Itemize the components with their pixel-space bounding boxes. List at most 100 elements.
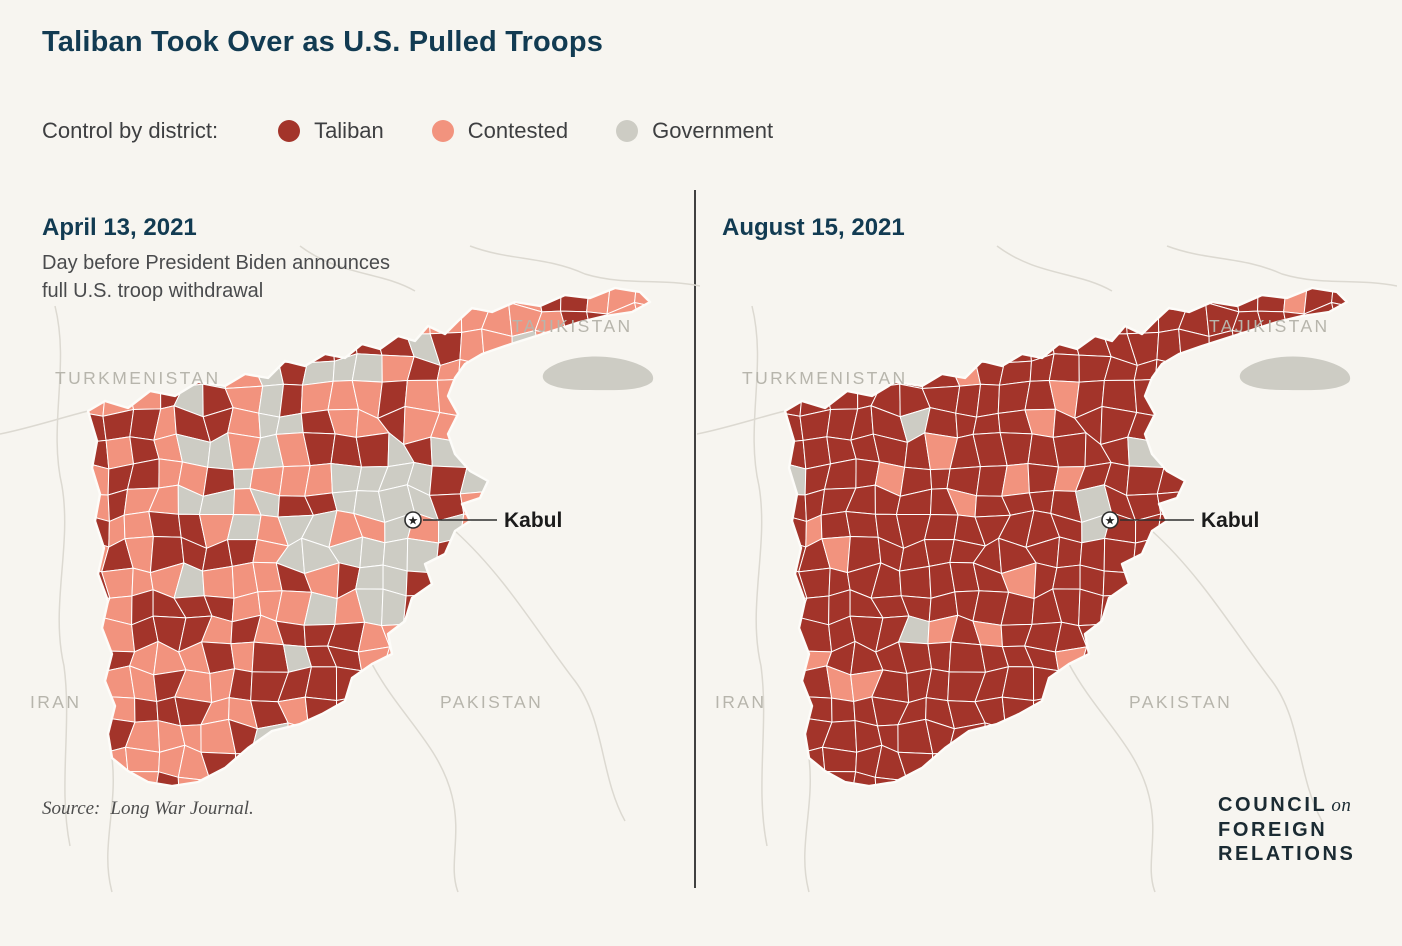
district-cell xyxy=(1103,288,1131,312)
district-cell xyxy=(593,698,620,730)
district-cell xyxy=(486,460,517,492)
district-cell xyxy=(513,380,535,419)
district-cell xyxy=(250,745,288,781)
district-cell xyxy=(533,540,568,575)
kabul-star-circle xyxy=(404,511,422,529)
lake-shape xyxy=(1239,356,1351,391)
legend: Control by district: Taliban Contested G… xyxy=(42,118,821,144)
district-cell xyxy=(434,618,468,652)
district-cell xyxy=(1208,643,1239,678)
district-cell xyxy=(1254,691,1292,729)
district-cell xyxy=(406,720,433,752)
district-cell xyxy=(609,411,641,443)
district-cell xyxy=(153,771,180,786)
district-cell xyxy=(609,484,644,519)
district-cell xyxy=(633,463,650,494)
district-cell xyxy=(591,546,616,573)
district-cell xyxy=(976,288,1010,309)
district-cell xyxy=(379,769,412,786)
district-cell xyxy=(332,772,359,786)
district-cell xyxy=(561,434,585,469)
afghanistan-outline xyxy=(783,286,1349,788)
district-cell xyxy=(1335,381,1347,416)
district-cell xyxy=(1339,328,1347,360)
district-cell xyxy=(104,332,132,364)
district-cell xyxy=(1288,546,1313,573)
district-cell xyxy=(636,441,650,471)
government-color-swatch xyxy=(616,120,639,142)
district-cell xyxy=(1156,513,1186,549)
legend-item-government: Government xyxy=(616,118,773,144)
district-cell xyxy=(301,717,337,752)
district-cell xyxy=(1230,540,1265,575)
district-cell xyxy=(377,717,411,746)
district-cell xyxy=(1176,411,1213,438)
district-cell xyxy=(459,513,489,549)
border-line xyxy=(751,305,768,847)
district-cell xyxy=(1333,410,1347,443)
district-cell xyxy=(198,336,232,359)
panel-divider xyxy=(694,190,696,888)
district-cell xyxy=(1280,614,1312,653)
district-cell xyxy=(590,563,616,600)
district-cell xyxy=(1152,588,1190,627)
district-cell xyxy=(972,412,1001,435)
district-cell xyxy=(542,460,563,492)
district-cell xyxy=(1049,696,1087,730)
district-cell xyxy=(1030,717,1054,749)
district-cell xyxy=(607,567,644,600)
page-title: Taliban Took Over as U.S. Pulled Troops xyxy=(42,26,604,58)
source-text: Long War Journal. xyxy=(110,798,254,819)
district-cell xyxy=(785,306,803,341)
district-cell xyxy=(826,288,851,306)
district-cell xyxy=(101,746,129,783)
district-cell xyxy=(1333,671,1347,702)
district-cell xyxy=(1032,666,1060,702)
district-cell xyxy=(457,379,491,418)
border-line xyxy=(1151,530,1323,822)
district-cell xyxy=(227,513,262,541)
district-cell xyxy=(947,745,985,781)
district-cell xyxy=(557,668,595,700)
district-cell xyxy=(798,770,826,786)
district-cell xyxy=(1131,594,1155,623)
district-cell xyxy=(976,306,1010,341)
district-cell xyxy=(877,288,902,313)
district-cell xyxy=(1287,563,1313,600)
district-cell xyxy=(948,772,984,786)
district-cell xyxy=(1176,432,1214,468)
district-cell xyxy=(538,639,570,678)
district-cell xyxy=(1028,307,1061,341)
district-cell xyxy=(928,774,960,786)
district-cell xyxy=(1127,729,1161,752)
district-cell xyxy=(1255,460,1285,497)
district-cell xyxy=(1336,745,1347,781)
district-cell xyxy=(352,696,390,730)
district-cell xyxy=(638,381,650,416)
district-cell xyxy=(251,772,287,786)
district-cell xyxy=(607,747,646,781)
district-cell xyxy=(332,746,359,782)
district-cell xyxy=(1178,545,1213,573)
district-cell xyxy=(1183,460,1214,492)
district-cell xyxy=(304,696,338,730)
district-cell xyxy=(1304,567,1341,600)
district-cell xyxy=(785,717,802,756)
district-cell xyxy=(456,643,493,679)
district-cell xyxy=(1255,490,1285,520)
neighbor-borders xyxy=(0,245,700,893)
district-cell xyxy=(333,717,357,749)
district-cell xyxy=(926,335,953,366)
district-cell xyxy=(311,306,337,341)
district-cell xyxy=(1176,720,1213,751)
district-cell xyxy=(820,510,851,540)
border-line xyxy=(371,663,459,893)
district-cell xyxy=(1305,538,1343,573)
kabul-marker: ★ xyxy=(404,511,497,529)
district-cell xyxy=(1029,746,1056,782)
district-cell xyxy=(1204,746,1236,775)
district-cell xyxy=(105,436,135,470)
district-cell xyxy=(609,671,642,705)
district-cell xyxy=(823,301,851,339)
